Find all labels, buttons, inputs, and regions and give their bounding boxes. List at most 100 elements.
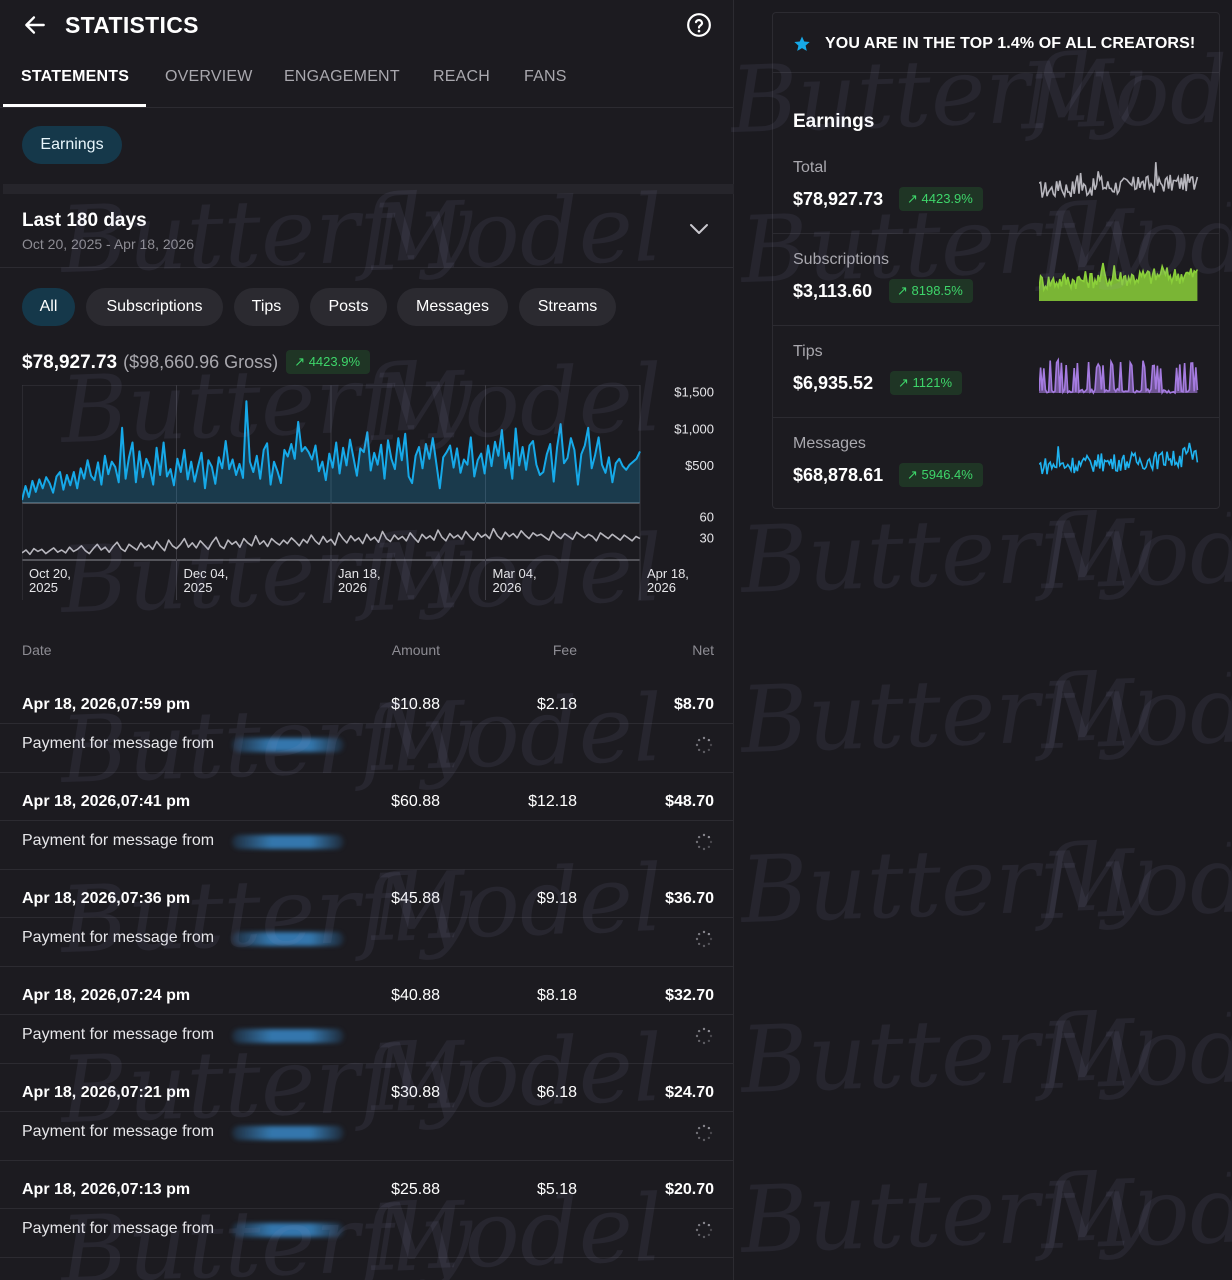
earnings-chip[interactable]: Earnings bbox=[22, 126, 122, 164]
metric-change-badge: ↗ 8198.5% bbox=[889, 279, 973, 303]
arrow-left-icon[interactable] bbox=[22, 12, 48, 38]
table-row[interactable]: Apr 18, 2026,07:21 pm $30.88 $6.18 $24.70 Pa… bbox=[0, 1064, 734, 1161]
row-fee: $8.18 bbox=[536, 987, 577, 1004]
metric-value: $68,878.61 bbox=[793, 465, 884, 485]
row-fee: $5.18 bbox=[536, 1181, 577, 1198]
earnings-line bbox=[22, 400, 641, 501]
table-row[interactable]: Apr 18, 2026,07:36 pm $45.88 $9.18 $36.70 Pa… bbox=[0, 870, 734, 967]
date-range-selector[interactable]: Last 180 days Oct 20, 2025 - Apr 18, 202… bbox=[0, 196, 734, 268]
row-amount: $10.88 bbox=[391, 696, 440, 713]
row-description: Payment for message from bbox=[22, 1220, 215, 1237]
date-range-subtitle: Oct 20, 2025 - Apr 18, 2026 bbox=[22, 236, 195, 252]
metric-total[interactable]: Total $78,927.73 ↗ 4423.9% bbox=[773, 159, 1219, 234]
watermark-text: Butterfly bbox=[738, 992, 1155, 1115]
metric-change: 5946.4% bbox=[921, 467, 973, 482]
metric-label: Messages bbox=[793, 435, 866, 452]
metric-tips[interactable]: Tips $6,935.52 ↗ 1121% bbox=[773, 343, 1219, 418]
row-amount: $30.88 bbox=[391, 1084, 440, 1101]
row-main-line: Apr 18, 2026,07:13 pm $25.88 $5.18 $20.70 bbox=[0, 1161, 734, 1209]
metric-label: Total bbox=[793, 159, 827, 176]
metric-sparkline bbox=[1039, 442, 1199, 475]
header-date: Date bbox=[22, 642, 52, 658]
y-tick-label: 30 bbox=[700, 531, 714, 546]
header-amount: Amount bbox=[391, 642, 440, 658]
row-fee: $12.18 bbox=[528, 793, 577, 810]
metric-sparkline bbox=[1039, 262, 1199, 301]
chevron-down-icon[interactable] bbox=[688, 222, 710, 236]
redacted-username bbox=[232, 835, 344, 849]
tab-reach[interactable]: REACH bbox=[433, 68, 491, 85]
row-net: $20.70 bbox=[665, 1181, 714, 1198]
x-tick-label: Mar 04, 2026 bbox=[493, 566, 537, 595]
earnings-chart-svg: Oct 20, 2025 Dec 04, 2025 Jan 18, 2026 Mar 04,… bbox=[22, 385, 714, 600]
sparkline-line bbox=[1039, 162, 1199, 199]
metric-change: 1121% bbox=[912, 375, 953, 390]
y-tick-label: $1,000 bbox=[674, 421, 714, 436]
row-date: Apr 18, 2026,07:21 pm bbox=[22, 1084, 191, 1101]
y-tick-label: $500 bbox=[685, 458, 714, 473]
statements-panel: STATISTICS STATEMENTS OVERVIEW ENGAGEMEN… bbox=[0, 0, 734, 1280]
watermark-text: Butterfly bbox=[738, 822, 1155, 945]
earnings-summary: $78,927.73 ($98,660.96 Gross) ↗ 4423.9% bbox=[22, 350, 371, 376]
tab-engagement[interactable]: ENGAGEMENT bbox=[284, 68, 400, 85]
earnings-area bbox=[22, 401, 640, 503]
section-divider bbox=[3, 184, 734, 194]
metric-change-badge: ↗ 4423.9% bbox=[899, 187, 983, 211]
x-tick-label: Jan 18, 2026 bbox=[338, 566, 381, 595]
y-tick-label: $1,500 bbox=[674, 385, 714, 399]
row-description: Payment for message from bbox=[22, 735, 215, 752]
tab-overview[interactable]: OVERVIEW bbox=[165, 68, 253, 85]
row-date: Apr 18, 2026,07:36 pm bbox=[22, 890, 191, 907]
question-circle-icon[interactable] bbox=[686, 12, 712, 38]
trend-up-icon: ↗ bbox=[897, 283, 912, 298]
watermark-text: Model bbox=[1038, 656, 1232, 771]
filter-streams[interactable]: Streams bbox=[519, 288, 616, 326]
metric-subscriptions[interactable]: Subscriptions $3,113.60 ↗ 8198.5% bbox=[773, 251, 1219, 326]
redacted-username bbox=[232, 1126, 344, 1140]
spinner-icon bbox=[695, 1027, 713, 1045]
filter-all[interactable]: All bbox=[22, 288, 75, 326]
table-row[interactable]: Apr 18, 2026,07:24 pm $40.88 $8.18 $32.70 Pa… bbox=[0, 967, 734, 1064]
x-tick-label: Oct 20, 2025 bbox=[29, 566, 71, 595]
metric-change: 8198.5% bbox=[911, 283, 963, 298]
row-main-line: Apr 18, 2026,07:41 pm $60.88 $12.18 $48.70 bbox=[0, 773, 734, 821]
watermark-text: Model bbox=[1038, 996, 1232, 1111]
page-title: STATISTICS bbox=[65, 12, 199, 38]
watermark-text: Model bbox=[1038, 826, 1232, 941]
filter-subscriptions[interactable]: Subscriptions bbox=[86, 288, 223, 326]
table-row[interactable]: Apr 18, 2026,07:13 pm $25.88 $5.18 $20.70 Pa… bbox=[0, 1161, 734, 1258]
tab-statements[interactable]: STATEMENTS bbox=[21, 68, 130, 85]
y-tick-label: 60 bbox=[700, 509, 714, 524]
row-date: Apr 18, 2026,07:24 pm bbox=[22, 987, 191, 1004]
sparkline-line bbox=[1039, 357, 1199, 395]
banner-text: YOU ARE IN THE TOP 1.4% OF ALL CREATORS! bbox=[825, 35, 1196, 52]
row-net: $36.70 bbox=[665, 890, 714, 907]
row-main-line: Apr 18, 2026,07:36 pm $45.88 $9.18 $36.70 bbox=[0, 870, 734, 918]
filter-posts[interactable]: Posts bbox=[310, 288, 387, 326]
tab-fans[interactable]: FANS bbox=[524, 68, 567, 85]
trend-up-icon: ↗ bbox=[898, 375, 913, 390]
row-description: Payment for message from bbox=[22, 929, 215, 946]
row-amount: $60.88 bbox=[391, 793, 440, 810]
redacted-username bbox=[232, 1223, 344, 1237]
watermark-text: Model bbox=[1038, 1156, 1232, 1271]
filter-tips[interactable]: Tips bbox=[234, 288, 299, 326]
change-badge: ↗ 4423.9% bbox=[286, 350, 371, 374]
card-title: Earnings bbox=[793, 111, 875, 132]
table-row[interactable]: Apr 18, 2026,07:59 pm $10.88 $2.18 $8.70 Pay… bbox=[0, 676, 734, 773]
header-net: Net bbox=[692, 642, 714, 658]
spinner-icon bbox=[695, 1221, 713, 1239]
row-amount: $45.88 bbox=[391, 890, 440, 907]
redacted-username bbox=[232, 1029, 344, 1043]
row-fee: $9.18 bbox=[536, 890, 577, 907]
count-line bbox=[22, 527, 641, 556]
row-fee: $6.18 bbox=[536, 1084, 577, 1101]
table-row[interactable]: Apr 18, 2026,07:41 pm $60.88 $12.18 $48.70 P… bbox=[0, 773, 734, 870]
trend-up-icon: ↗ bbox=[907, 191, 922, 206]
metric-sparkline bbox=[1039, 357, 1199, 395]
metric-messages[interactable]: Messages $68,878.61 ↗ 5946.4% bbox=[773, 435, 1219, 519]
gross-total: ($98,660.96 Gross) bbox=[123, 352, 279, 372]
filter-messages[interactable]: Messages bbox=[397, 288, 508, 326]
spinner-icon bbox=[695, 1124, 713, 1142]
change-value: 4423.9% bbox=[308, 354, 361, 369]
